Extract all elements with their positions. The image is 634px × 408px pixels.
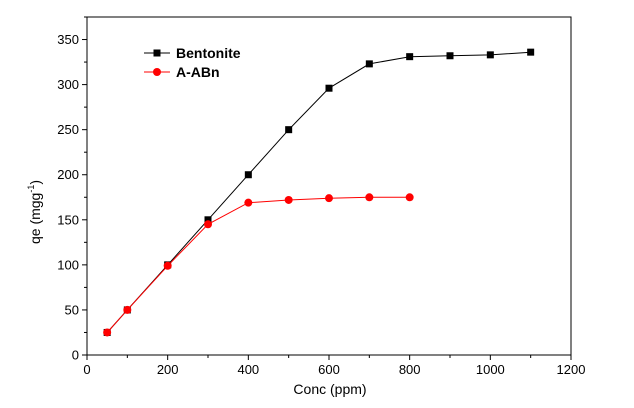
data-point (285, 126, 293, 134)
y-axis-title-main: qe (mgg (27, 193, 43, 244)
y-tick-label: 250 (57, 122, 79, 137)
data-point (405, 193, 414, 202)
y-axis-title: qe (mgg-1) (26, 180, 43, 244)
data-point (204, 220, 212, 229)
y-tick-label: 350 (57, 32, 79, 47)
series-layer (103, 48, 535, 337)
data-point (204, 216, 212, 224)
series-line (106, 51, 531, 333)
series-line (106, 196, 410, 333)
x-tick-label: 1200 (557, 362, 586, 377)
y-tick-label: 200 (57, 167, 79, 182)
data-point (103, 328, 112, 337)
y-axis-title-close: ) (27, 180, 43, 185)
data-point (406, 53, 414, 61)
x-tick-label: 1000 (476, 362, 505, 377)
x-axis-title: Conc (ppm) (293, 381, 366, 397)
series-1 (103, 193, 414, 337)
data-point (123, 305, 132, 314)
data-point (325, 84, 333, 92)
data-point (527, 48, 535, 56)
legend: Bentonite A-ABn (137, 41, 274, 83)
y-axis-title-superscript: -1 (26, 185, 36, 193)
legend-label: A-ABn (176, 64, 220, 80)
data-point (284, 195, 293, 204)
x-tick-label: 600 (318, 362, 340, 377)
data-point (244, 198, 253, 207)
y-tick-label: 150 (57, 212, 79, 227)
data-point (486, 51, 494, 59)
legend-marker (153, 68, 161, 76)
x-axis: 0 200 400 600 800 1000 1200 (83, 355, 585, 377)
legend-marker (153, 49, 161, 57)
data-point (244, 171, 252, 179)
data-point (365, 60, 373, 68)
x-tick-label: 400 (237, 362, 259, 377)
y-axis: 0 50 100 150 200 250 300 350 (57, 16, 87, 363)
legend-label: Bentonite (176, 45, 241, 61)
series-0 (103, 48, 535, 336)
y-tick-label: 300 (57, 77, 79, 92)
data-point (163, 261, 172, 270)
data-point (446, 52, 454, 60)
x-tick-label: 200 (157, 362, 179, 377)
y-tick-label: 0 (72, 348, 79, 363)
y-tick-label: 50 (65, 302, 79, 317)
x-tick-label: 0 (83, 362, 90, 377)
legend-box (137, 41, 274, 83)
data-point (365, 193, 374, 202)
x-tick-label: 800 (399, 362, 421, 377)
y-tick-label: 100 (57, 257, 79, 272)
data-point (325, 194, 333, 203)
